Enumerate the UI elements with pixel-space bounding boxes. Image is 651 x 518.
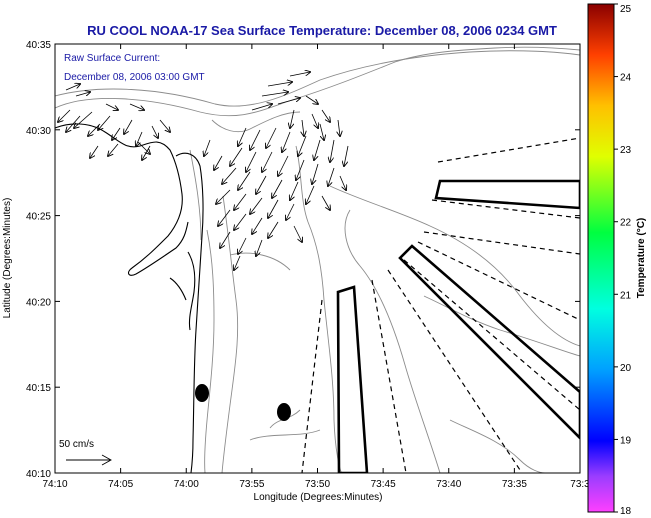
x-tick-label: 74:10 (42, 479, 67, 490)
y-axis-ticks: 40:35 40:30 40:25 40:20 40:15 40:10 (26, 40, 580, 480)
colorbar-tick-label: 22 (620, 218, 632, 229)
colorbar-label: Temperature (°C) (636, 218, 647, 299)
colorbar-tick-label: 18 (620, 506, 632, 517)
marker-blob-1 (195, 384, 209, 402)
colorbar-tick-label: 25 (620, 4, 632, 15)
colorbar-tick-label: 19 (620, 435, 632, 446)
y-tick-label: 40:35 (26, 40, 51, 51)
marker-blob-2 (277, 403, 291, 421)
y-tick-label: 40:10 (26, 469, 51, 480)
current-annotation-line2: December 08, 2006 03:00 GMT (64, 72, 205, 83)
survey-zone-outlines (336, 179, 580, 473)
x-tick-label: 73:40 (436, 479, 461, 490)
colorbar-tick-label: 24 (620, 73, 632, 84)
x-tick-label: 73:50 (305, 479, 330, 490)
x-axis-label: Longitude (Degrees:Minutes) (254, 492, 383, 503)
surface-current-vectors (58, 72, 349, 270)
x-axis-ticks: 74:10 74:05 74:00 73:55 73:50 73:45 73:40 73:35… (42, 44, 590, 490)
colorbar-ticks: 25 24 23 22 21 20 19 18 (614, 3, 632, 517)
colorbar-tick-label: 23 (620, 145, 632, 156)
x-tick-label: 73:3 (570, 479, 590, 490)
figure-title: RU COOL NOAA-17 Sea Surface Temperature:… (87, 23, 557, 38)
y-axis-label: Latitude (Degrees:Minutes) (2, 198, 13, 319)
x-tick-label: 74:00 (174, 479, 199, 490)
colorbar-tick-label: 20 (620, 363, 632, 374)
coastline (55, 123, 204, 473)
x-tick-label: 74:05 (108, 479, 133, 490)
x-tick-label: 73:45 (371, 479, 396, 490)
scale-arrow: 50 cm/s (59, 439, 112, 466)
map-plot-area: 50 cm/s Raw Surface Current: December 08… (55, 44, 580, 473)
y-tick-label: 40:30 (26, 126, 51, 137)
x-tick-label: 73:35 (502, 479, 527, 490)
colorbar-tick-label: 21 (620, 290, 632, 301)
y-tick-label: 40:20 (26, 297, 51, 308)
colorbar (587, 3, 615, 513)
radial-dashed-lines (301, 137, 580, 473)
x-tick-label: 73:55 (239, 479, 264, 490)
y-tick-label: 40:25 (26, 212, 51, 223)
y-tick-label: 40:15 (26, 383, 51, 394)
current-annotation-line1: Raw Surface Current: (64, 53, 160, 64)
scale-arrow-label: 50 cm/s (59, 439, 94, 450)
